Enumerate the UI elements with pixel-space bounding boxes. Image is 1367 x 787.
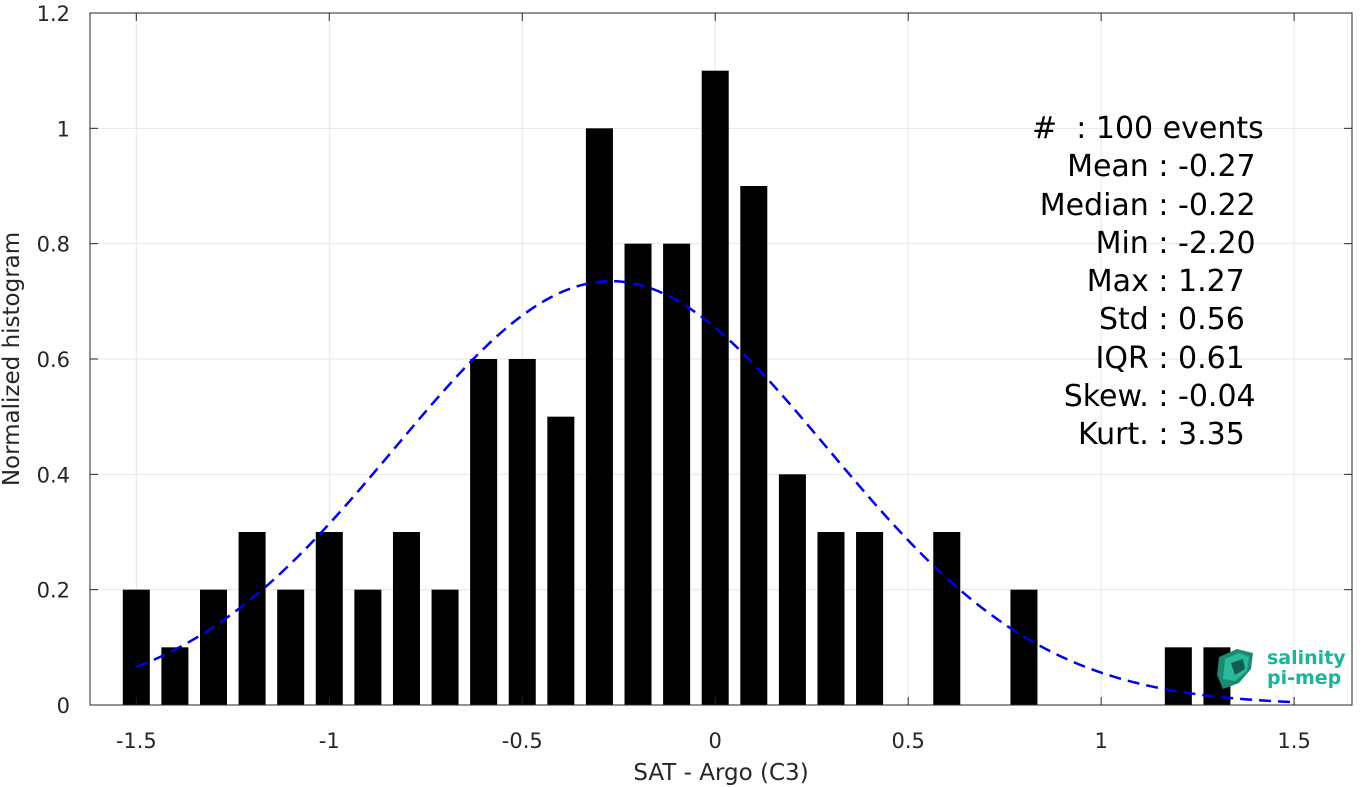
histogram-bar xyxy=(354,589,382,705)
logo-line1: salinity xyxy=(1267,647,1346,669)
stat-value: 3.35 xyxy=(1178,417,1245,453)
gaussian-fit-curve xyxy=(135,279,1295,704)
x-tick-label: -1 xyxy=(319,729,340,753)
x-axis-ticks: -1.5 -1 -0.5 0 0.5 1 1.5 xyxy=(116,13,1311,753)
x-axis-label: SAT - Argo (C3) xyxy=(633,760,808,786)
y-tick-label: 0 xyxy=(57,694,70,718)
histogram-bar xyxy=(277,589,305,705)
stat-label: Kurt. : xyxy=(1077,417,1178,453)
histogram-bar xyxy=(315,532,343,705)
stat-label: Max : xyxy=(1086,264,1178,300)
stat-value: -2.20 xyxy=(1178,225,1256,261)
x-tick-label: -1.5 xyxy=(116,729,157,753)
salinity-pimep-logo: salinity pi-mep xyxy=(1215,645,1350,695)
histogram-bar xyxy=(122,589,150,705)
histogram-bar xyxy=(624,243,652,705)
stat-label: Std : xyxy=(1098,302,1178,338)
stat-label: IQR : xyxy=(1095,340,1178,376)
fit-curve-line xyxy=(135,279,1295,704)
stat-value: 1.27 xyxy=(1178,264,1245,300)
stat-label: Skew. : xyxy=(1063,379,1178,415)
stat-label: Min : xyxy=(1095,225,1178,261)
histogram-bar xyxy=(817,532,845,705)
stat-std: Std : 0.56 xyxy=(960,301,1278,339)
histogram-bar xyxy=(856,532,884,705)
histogram-bar xyxy=(663,243,691,705)
x-tick-label: -0.5 xyxy=(502,729,543,753)
stat-label: Median : xyxy=(1039,187,1178,223)
histogram-bar xyxy=(1010,589,1038,705)
histogram-bar xyxy=(585,128,613,706)
histogram-bar xyxy=(778,474,806,705)
histogram-bar xyxy=(701,70,729,705)
histogram-bar xyxy=(470,359,498,705)
x-tick-label: 0 xyxy=(709,729,722,753)
histogram-bar xyxy=(1164,647,1192,705)
y-axis-label: Normalized histogram xyxy=(0,232,25,486)
y-tick-label: 0.2 xyxy=(37,579,70,603)
x-tick-label: 0.5 xyxy=(891,729,924,753)
histogram-bar xyxy=(508,359,536,705)
y-tick-label: 1.2 xyxy=(37,2,70,26)
stat-min: Min : -2.20 xyxy=(960,225,1278,263)
y-tick-label: 0.4 xyxy=(37,463,70,487)
stat-skew: Skew. : -0.04 xyxy=(960,378,1278,416)
histogram-bar xyxy=(199,589,228,705)
y-tick-label: 1 xyxy=(57,117,70,141)
y-tick-label: 0.8 xyxy=(37,233,70,257)
stat-value: -0.04 xyxy=(1178,379,1256,415)
stat-value: -0.27 xyxy=(1178,149,1256,185)
logo-text: salinity pi-mep xyxy=(1267,648,1346,688)
y-tick-label: 0.6 xyxy=(37,348,70,372)
stat-value: -0.22 xyxy=(1178,187,1256,223)
stat-iqr: IQR : 0.61 xyxy=(960,340,1278,378)
histogram-bar xyxy=(392,532,420,705)
histogram-bar xyxy=(933,532,961,705)
histogram-bar xyxy=(431,589,459,705)
stat-label: Mean : xyxy=(1067,149,1178,185)
stat-count-text: # : 100 events xyxy=(1032,111,1264,146)
statistics-panel: # : 100 events Mean : -0.27 Median : -0.… xyxy=(960,110,1278,455)
x-tick-label: 1 xyxy=(1094,729,1107,753)
stat-value: 0.56 xyxy=(1178,302,1245,338)
y-axis-ticks: 0 0.2 0.4 0.6 0.8 1 1.2 xyxy=(37,2,1352,718)
histogram-bars xyxy=(122,70,1231,706)
x-tick-label: 1.5 xyxy=(1277,729,1310,753)
logo-mark-icon xyxy=(1217,649,1253,689)
stat-count: # : 100 events xyxy=(960,110,1278,148)
histogram-bar xyxy=(740,186,768,705)
stat-median: Median : -0.22 xyxy=(960,187,1278,225)
logo-line2: pi-mep xyxy=(1267,667,1342,689)
histogram-bar xyxy=(161,647,189,705)
histogram-bar xyxy=(238,532,266,705)
stat-mean: Mean : -0.27 xyxy=(960,148,1278,186)
stat-kurt: Kurt. : 3.35 xyxy=(960,416,1278,454)
stat-max: Max : 1.27 xyxy=(960,263,1278,301)
stat-value: 0.61 xyxy=(1178,340,1245,376)
histogram-bar xyxy=(547,416,575,705)
